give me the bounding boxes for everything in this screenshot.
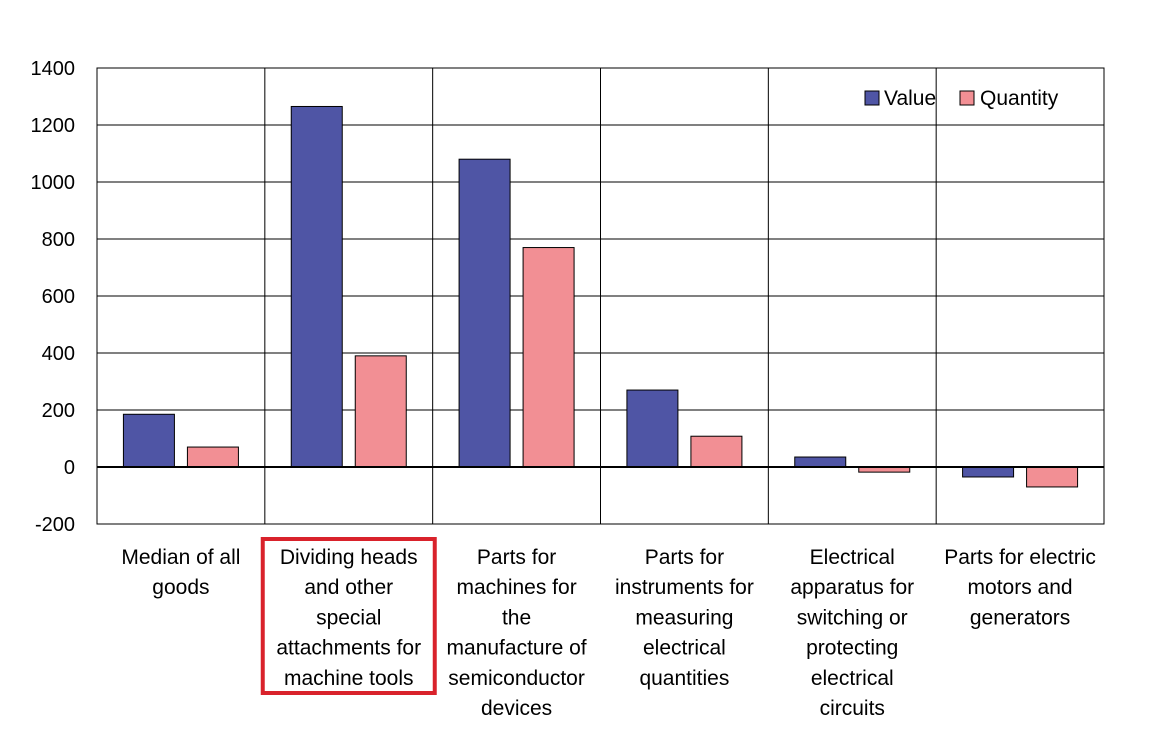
bar-value-3 [626, 389, 679, 468]
category-label-line: machine tools [284, 667, 414, 690]
bar-quantity-5 [1026, 466, 1079, 488]
category-label-line: special [316, 606, 381, 629]
bar-value-5 [962, 466, 1015, 478]
category-label-line: and other [304, 576, 393, 599]
category-label-line: quantities [639, 667, 729, 690]
bar-quantity-0 [186, 446, 239, 468]
plot-frame [96, 67, 1105, 525]
category-label-line: Median of all [121, 546, 240, 569]
legend-label-quantity: Quantity [980, 87, 1059, 110]
category-label-line: motors and [968, 576, 1073, 599]
bar-value-1 [290, 105, 343, 468]
axes [96, 67, 1105, 525]
category-label-line: attachments for [276, 637, 421, 660]
y-tick-label: 200 [42, 400, 75, 422]
y-tick-label: 800 [42, 229, 75, 251]
category-label-line: manufacture of [447, 637, 587, 660]
category-label-line: the [502, 606, 531, 629]
category-label-line: protecting [806, 637, 898, 660]
y-tick-label: 1000 [31, 172, 76, 194]
category-label-line: apparatus for [790, 576, 914, 599]
y-tick-labels: -200 0 200 400 600 800 1000 1200 1400 [31, 58, 76, 536]
category-label-line: Parts for [477, 546, 556, 569]
category-label-line: instruments for [615, 576, 754, 599]
y-tick-label: 600 [42, 286, 75, 308]
y-tick-label: -200 [35, 514, 75, 536]
category-label-line: devices [481, 697, 552, 720]
category-label-line: electrical [643, 637, 726, 660]
legend: Value Quantity [864, 87, 1059, 110]
category-label-line: semiconductor [448, 667, 585, 690]
highlight-box [260, 537, 437, 695]
bar-quantity-2 [522, 247, 575, 468]
category-label-line: Electrical [810, 546, 895, 569]
legend-swatch-value [864, 90, 880, 106]
category-label-line: circuits [820, 697, 885, 720]
category-label-line: electrical [811, 667, 894, 690]
legend-swatch-quantity [959, 90, 975, 106]
grid-lines [97, 67, 1104, 525]
category-label-line: Parts for electric [944, 546, 1096, 569]
category-label-line: measuring [635, 606, 733, 629]
bars [122, 105, 1079, 488]
legend-label-value: Value [884, 87, 936, 110]
highlight [260, 537, 437, 695]
category-label-line: machines for [456, 576, 576, 599]
y-tick-label: 1200 [31, 115, 76, 137]
bar-quantity-1 [354, 355, 407, 468]
y-tick-label: 1400 [31, 58, 76, 80]
category-label-line: generators [970, 606, 1070, 629]
category-labels: Median of all goods Dividing heads and othe… [121, 546, 1096, 720]
category-label-line: Parts for [645, 546, 724, 569]
bar-quantity-3 [690, 435, 743, 468]
bar-value-4 [794, 456, 847, 468]
category-label-line: Dividing heads [280, 546, 418, 569]
category-label-line: switching or [797, 606, 908, 629]
bar-value-2 [458, 158, 511, 468]
bar-value-0 [122, 413, 175, 468]
y-tick-label: 0 [64, 457, 75, 479]
category-label-line: goods [152, 576, 209, 599]
y-tick-label: 400 [42, 343, 75, 365]
